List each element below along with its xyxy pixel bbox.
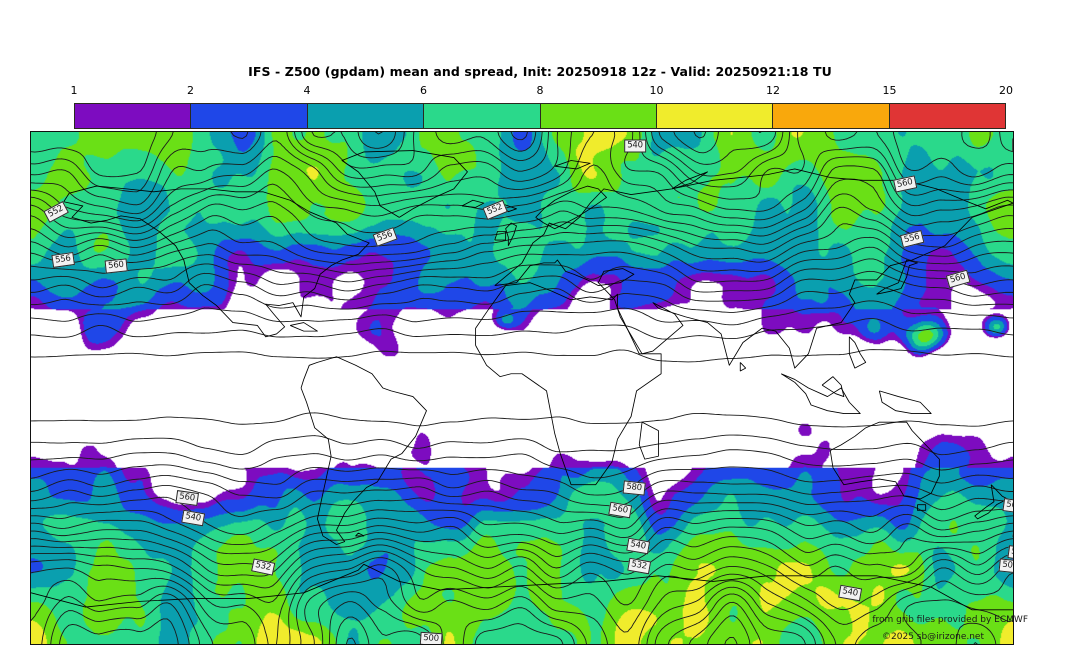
colorbar-segment-15-20 xyxy=(889,104,1005,128)
colorbar-tick-12: 12 xyxy=(766,84,780,97)
coastline-path-6 xyxy=(505,222,517,246)
coastline-path-13 xyxy=(821,376,845,397)
coastline-path-21 xyxy=(290,322,318,332)
coastline-path-4 xyxy=(494,168,1013,369)
colorbar-segment-12-15 xyxy=(773,104,890,128)
coastline-path-17 xyxy=(638,421,659,460)
colorbar-segment-2-4 xyxy=(191,104,308,128)
contour-528 xyxy=(31,132,1013,644)
coastline-path-11 xyxy=(878,390,932,415)
contour-560 xyxy=(31,236,1013,545)
z500-mean-contours xyxy=(31,132,1013,644)
contour-524 xyxy=(31,132,1013,644)
coastline-path-12 xyxy=(780,373,861,415)
coastline-path-0 xyxy=(63,185,370,338)
contour-568 xyxy=(31,258,1013,518)
coastline-path-3 xyxy=(475,282,662,486)
contour-520 xyxy=(31,132,1013,644)
coastline-path-16 xyxy=(974,484,1008,520)
colorbar-tick-labels: 1 2 4 6 8 10 12 15 20 xyxy=(70,84,1014,100)
contour-584 xyxy=(31,318,1013,456)
contour-508 xyxy=(346,132,738,644)
chart-title: IFS - Z500 (gpdam) mean and spread, Init… xyxy=(248,64,832,79)
coastline-path-8 xyxy=(461,199,485,208)
contour-label-500-22: 500 xyxy=(998,558,1013,574)
spread-colorbar: 1 2 4 6 8 10 12 15 20 xyxy=(70,84,1014,130)
coastline-path-18 xyxy=(31,563,1013,611)
copyright-credit: ©2025 sb@irizone.net xyxy=(882,632,984,642)
contour-572 xyxy=(31,270,1013,507)
coastline-path-14 xyxy=(876,259,918,295)
contour-548 xyxy=(31,193,1013,577)
colorbar-segment-8-10 xyxy=(540,104,657,128)
colorbar-swatches xyxy=(74,103,1006,129)
contour-label-580-10: 580 xyxy=(622,480,646,496)
colorbar-tick-1: 1 xyxy=(70,84,78,97)
contour-556 xyxy=(31,223,1013,555)
coastlines-and-contours-layer xyxy=(31,132,1013,644)
colorbar-tick-8: 8 xyxy=(536,84,544,97)
contour-label-540-0: 540 xyxy=(624,139,646,153)
coastlines xyxy=(31,150,1013,611)
contour-580 xyxy=(31,300,1013,479)
coastline-path-5 xyxy=(535,185,607,230)
map-panel: 5405405605525525565565565605605805805605… xyxy=(30,131,1014,645)
colorbar-segment-4-6 xyxy=(307,104,425,128)
colorbar-tick-4: 4 xyxy=(303,84,311,97)
contour-552 xyxy=(31,206,1013,565)
coastline-path-9 xyxy=(829,421,940,500)
contour-588 xyxy=(31,349,1013,428)
colorbar-tick-6: 6 xyxy=(420,84,427,97)
colorbar-tick-15: 15 xyxy=(882,84,897,97)
contour-label-500-23: 500 xyxy=(419,631,443,644)
coastline-path-15 xyxy=(848,336,867,369)
data-source-credit: from grib files provided by ECMWF xyxy=(872,615,1028,625)
colorbar-tick-10: 10 xyxy=(649,84,664,97)
contour-512 xyxy=(335,132,762,644)
contour-label-560-8: 560 xyxy=(104,258,128,274)
colorbar-segment-10-12 xyxy=(656,104,774,128)
contour-532 xyxy=(31,132,1013,644)
contour-516 xyxy=(59,132,777,644)
coastline-path-10 xyxy=(917,504,927,511)
coastline-path-19 xyxy=(554,160,591,170)
coastline-path-2 xyxy=(300,356,427,545)
coastline-path-7 xyxy=(494,231,507,241)
colorbar-tick-20: 20 xyxy=(999,84,1013,97)
colorbar-segment-1-2 xyxy=(75,104,192,128)
coastline-path-23 xyxy=(355,532,365,537)
coastline-path-20 xyxy=(671,171,708,190)
contour-label-540-1: 540 xyxy=(1012,138,1013,152)
coastline-path-1 xyxy=(341,150,468,218)
colorbar-segment-6-8 xyxy=(424,104,541,128)
contour-536 xyxy=(31,132,1013,644)
coastline-path-22 xyxy=(739,362,747,372)
contour-544 xyxy=(31,178,1013,589)
colorbar-tick-2: 2 xyxy=(187,84,194,97)
contour-label-560-12: 560 xyxy=(175,490,199,506)
